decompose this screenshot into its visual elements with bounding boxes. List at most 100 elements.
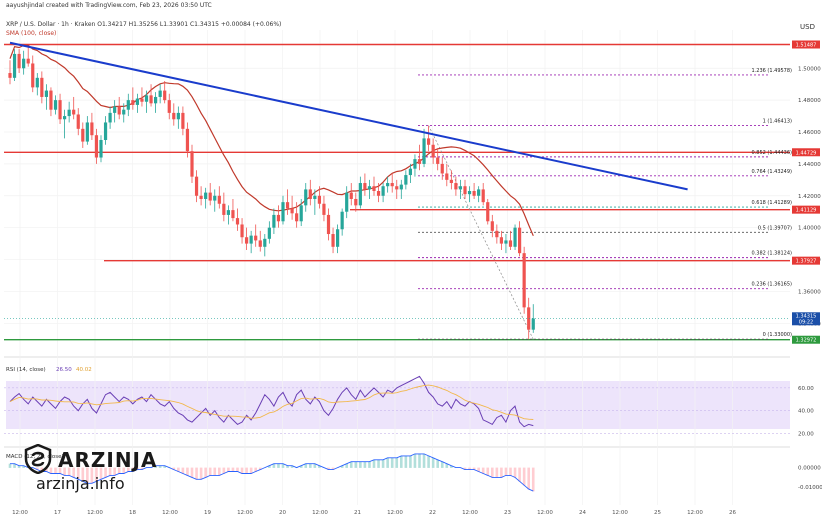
candle-body bbox=[63, 116, 66, 119]
macd-histogram-bar bbox=[418, 454, 421, 468]
candle-body bbox=[27, 59, 30, 64]
candle-body bbox=[454, 183, 457, 189]
candle-body bbox=[459, 186, 462, 189]
macd-histogram-bar bbox=[509, 468, 512, 476]
currency-label: USD bbox=[800, 23, 815, 31]
countdown-label: 09:22 bbox=[799, 319, 813, 325]
macd-histogram-bar bbox=[218, 468, 221, 476]
candle-body bbox=[500, 237, 503, 243]
candle-body bbox=[13, 54, 16, 78]
time-tick-label: 22 bbox=[429, 510, 436, 516]
fib-level-label: 0.382 (1.38124) bbox=[752, 251, 793, 257]
time-tick-label: 12:00 bbox=[462, 510, 478, 516]
macd-histogram-bar bbox=[368, 462, 371, 468]
candle-body bbox=[145, 95, 148, 101]
macd-histogram-bar bbox=[377, 460, 380, 468]
candle-body bbox=[172, 113, 175, 119]
candle-body bbox=[22, 59, 25, 69]
candle-body bbox=[409, 169, 412, 175]
candle-body bbox=[195, 177, 198, 196]
candle-body bbox=[473, 191, 476, 196]
candle-body bbox=[281, 202, 284, 221]
candle-body bbox=[413, 159, 416, 169]
candle-body bbox=[495, 231, 498, 237]
candle-body bbox=[236, 218, 239, 224]
time-tick-label: 12:00 bbox=[87, 510, 103, 516]
candle-body bbox=[482, 189, 485, 202]
time-tick-label: 25 bbox=[654, 510, 661, 516]
macd-histogram-bar bbox=[505, 468, 508, 476]
macd-histogram-bar bbox=[395, 458, 398, 468]
candle-body bbox=[291, 209, 294, 214]
macd-histogram-bar bbox=[432, 458, 435, 468]
level-price-label: 1.41129 bbox=[796, 208, 817, 214]
candle-body bbox=[354, 199, 357, 205]
candle-body bbox=[263, 239, 266, 247]
candle-body bbox=[200, 196, 203, 199]
macd-histogram-bar bbox=[523, 468, 526, 486]
macd-histogram-bar bbox=[491, 468, 494, 478]
rsi-value: 26.50 bbox=[56, 367, 72, 373]
macd-histogram-bar bbox=[364, 462, 367, 468]
macd-histogram-bar bbox=[213, 468, 216, 476]
candle-body bbox=[204, 193, 207, 199]
fib-level-label: 0.236 (1.36165) bbox=[752, 282, 793, 288]
candle-body bbox=[54, 100, 57, 110]
candle-body bbox=[127, 100, 130, 110]
macd-histogram-bar bbox=[441, 462, 444, 468]
candle-body bbox=[450, 180, 453, 183]
candle-body bbox=[532, 319, 535, 330]
candle-body bbox=[72, 110, 75, 115]
candle-body bbox=[395, 186, 398, 189]
macd-histogram-bar bbox=[518, 468, 521, 482]
macd-histogram-bar bbox=[486, 468, 489, 476]
candle-body bbox=[227, 210, 230, 215]
candle-body bbox=[181, 113, 184, 129]
candle-body bbox=[99, 140, 102, 158]
macd-histogram-bar bbox=[496, 468, 499, 478]
price-tick-label: 1.48000 bbox=[798, 98, 821, 104]
price-tick-label: 1.36000 bbox=[798, 289, 821, 295]
price-tick-label: 1.40000 bbox=[798, 226, 821, 232]
candle-body bbox=[368, 186, 371, 189]
macd-histogram-bar bbox=[391, 458, 394, 468]
candle-body bbox=[486, 202, 489, 221]
time-tick-label: 24 bbox=[579, 510, 586, 516]
candle-body bbox=[432, 145, 435, 158]
level-price-label: 1.51487 bbox=[796, 43, 817, 49]
candle-body bbox=[231, 210, 234, 218]
macd-histogram-bar bbox=[350, 462, 353, 468]
candle-body bbox=[377, 191, 380, 196]
candle-body bbox=[427, 138, 430, 144]
shield-logo-icon bbox=[24, 444, 52, 474]
candle-body bbox=[477, 189, 480, 195]
candle-body bbox=[213, 196, 216, 201]
macd-histogram-bar bbox=[309, 464, 312, 468]
candle-body bbox=[31, 63, 34, 87]
time-tick-label: 21 bbox=[354, 510, 361, 516]
candle-body bbox=[436, 158, 439, 164]
candle-body bbox=[259, 240, 262, 246]
candle-body bbox=[277, 215, 280, 221]
time-tick-label: 18 bbox=[129, 510, 136, 516]
candle-body bbox=[341, 212, 344, 230]
macd-histogram-bar bbox=[532, 468, 535, 492]
candle-body bbox=[386, 183, 389, 186]
macd-histogram-bar bbox=[500, 468, 503, 478]
candle-body bbox=[113, 107, 116, 113]
time-tick-label: 12:00 bbox=[312, 510, 328, 516]
fib-level-label: 1.236 (1.49578) bbox=[752, 68, 793, 74]
arzinja-watermark: ARZINJA arzinja.info bbox=[14, 442, 166, 498]
candle-body bbox=[136, 99, 139, 105]
time-tick-label: 26 bbox=[729, 510, 736, 516]
candle-body bbox=[336, 229, 339, 247]
candle-body bbox=[168, 100, 171, 113]
candle-body bbox=[318, 196, 321, 204]
price-tick-label: 1.42000 bbox=[798, 194, 821, 200]
time-tick-label: 12:00 bbox=[387, 510, 403, 516]
sma-legend: SMA (100, close) bbox=[6, 30, 56, 37]
macd-histogram-bar bbox=[9, 464, 12, 468]
price-tick-label: 1.50000 bbox=[798, 66, 821, 72]
candle-body bbox=[190, 151, 193, 177]
